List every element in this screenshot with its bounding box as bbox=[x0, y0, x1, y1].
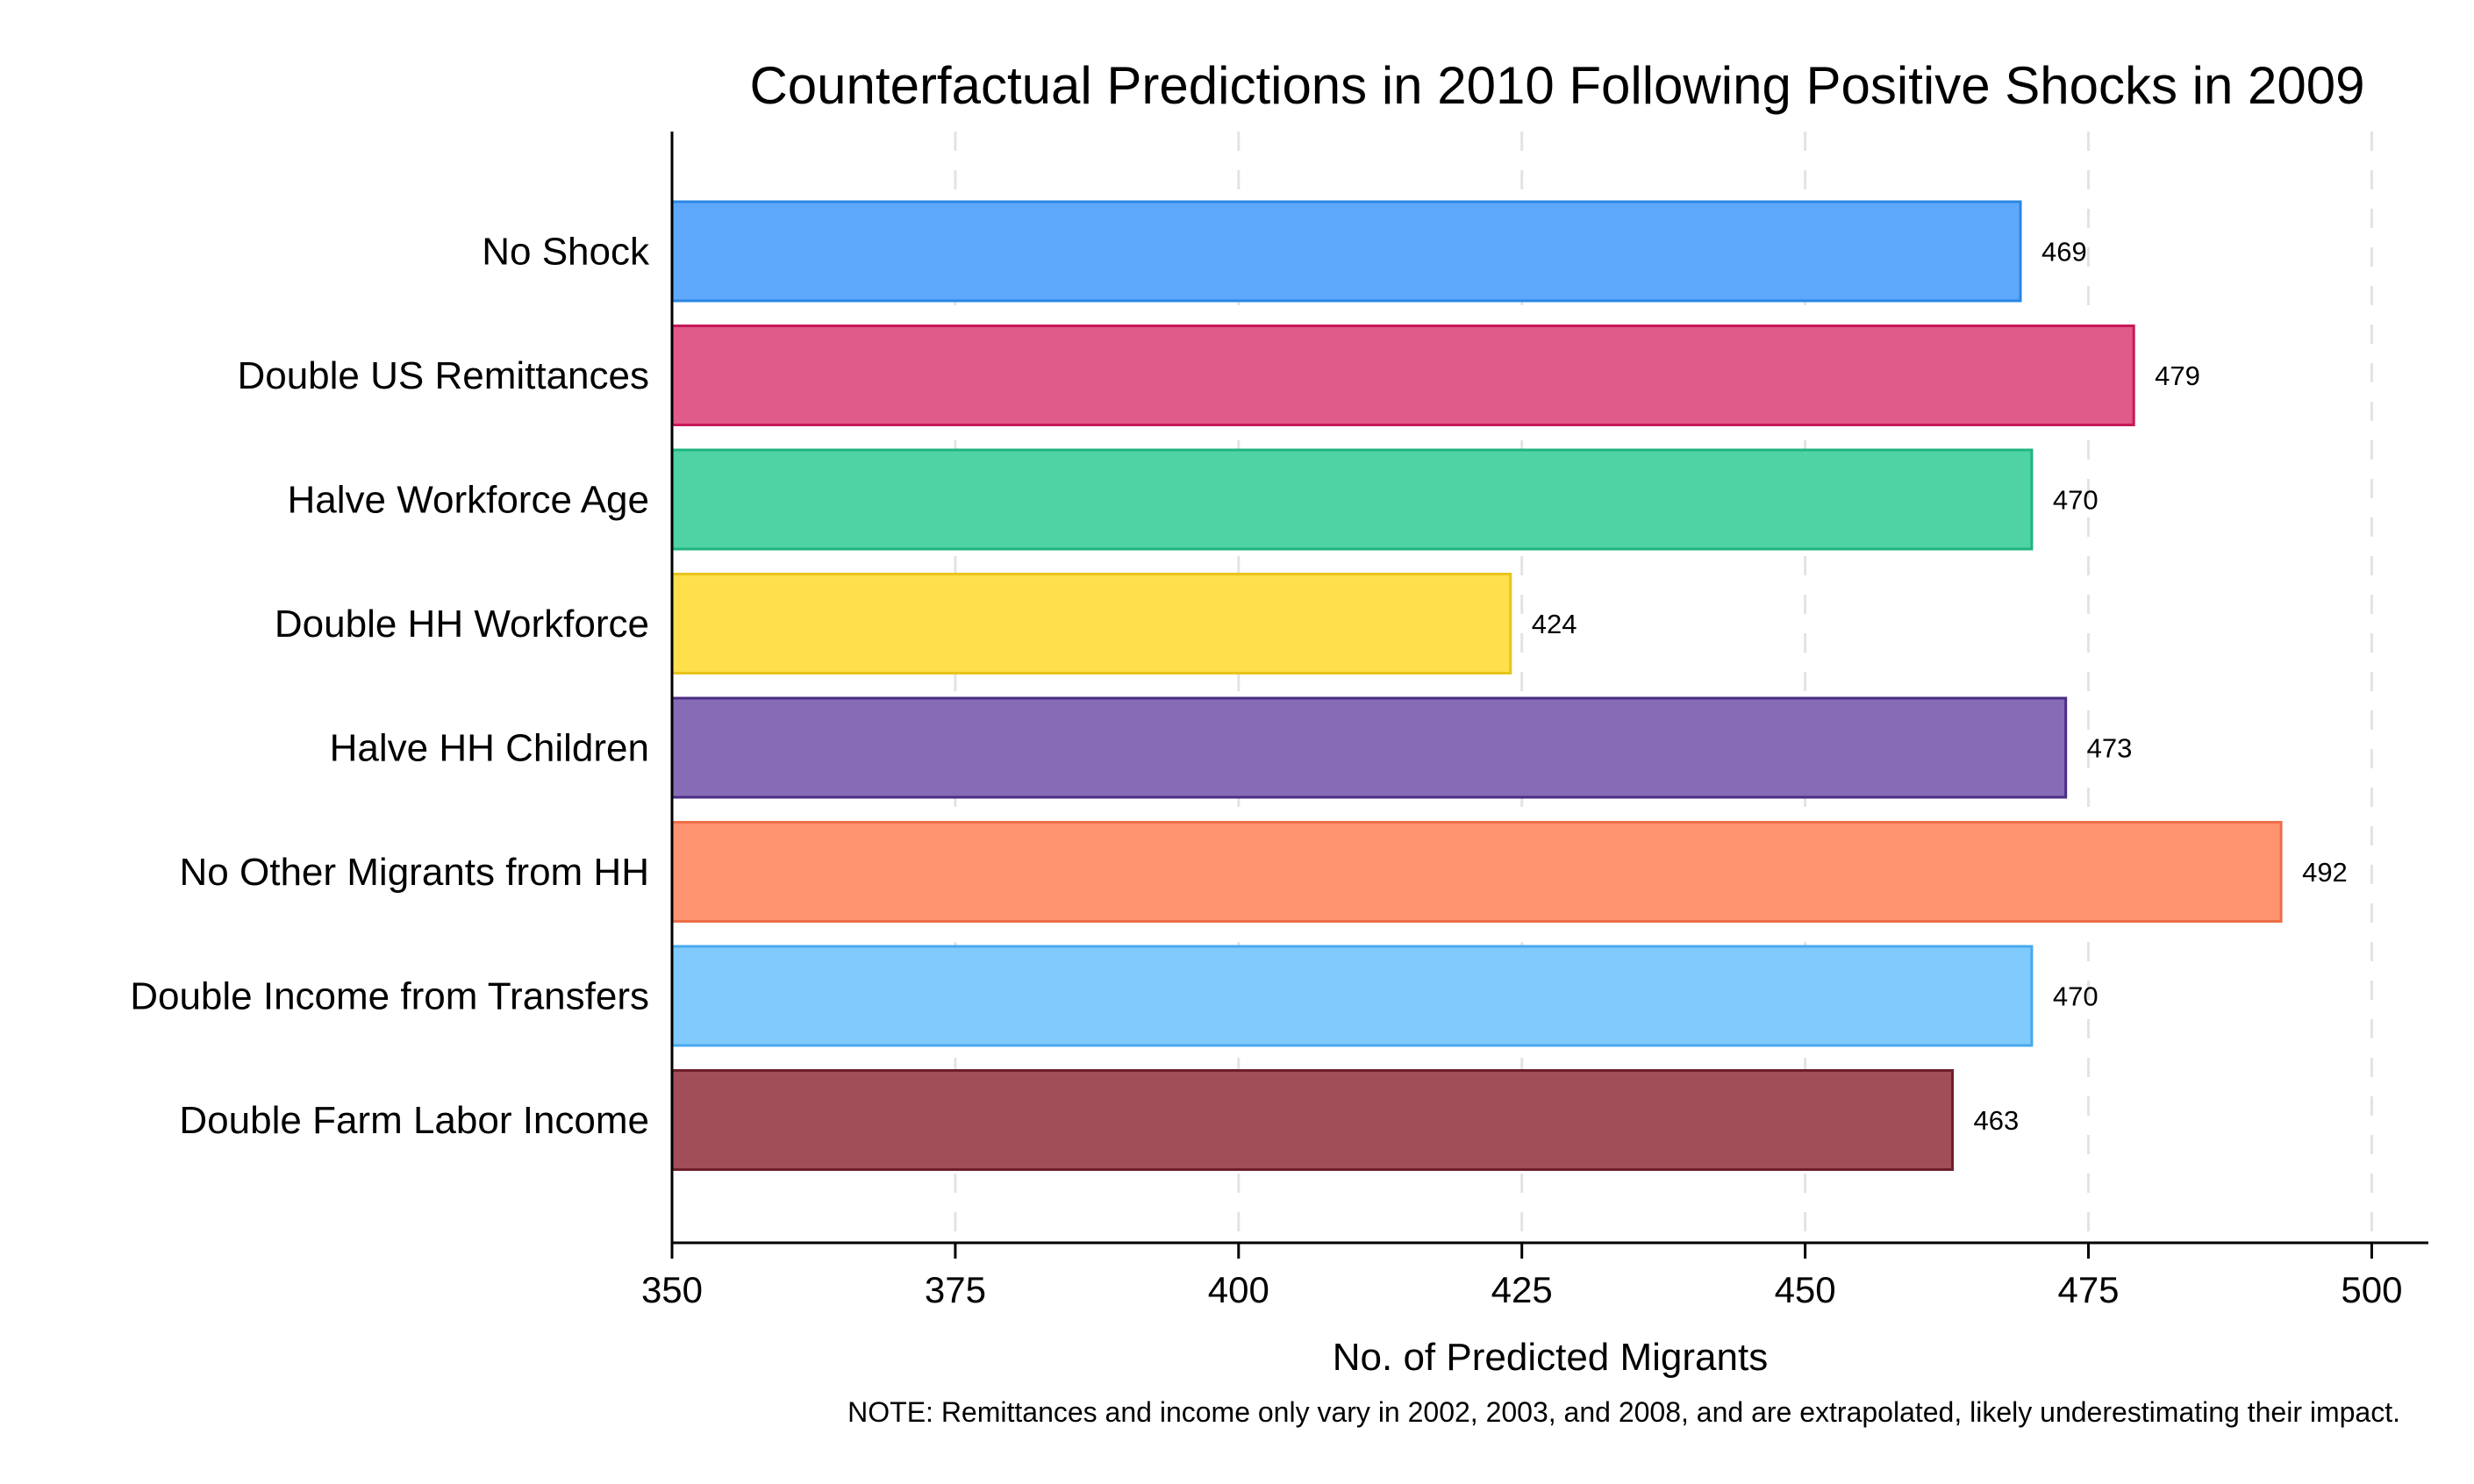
category-labels: No Shock Double US Remittances Halve Workf… bbox=[130, 231, 650, 1143]
x-tick-label: 350 bbox=[641, 1269, 703, 1310]
bar bbox=[670, 573, 1512, 674]
x-tick-label: 375 bbox=[925, 1269, 986, 1310]
category-label: No Shock bbox=[482, 231, 650, 274]
category-label: Halve Workforce Age bbox=[288, 479, 649, 522]
bar bbox=[670, 821, 2283, 923]
bar bbox=[670, 945, 2034, 1047]
data-label: 469 bbox=[2041, 237, 2087, 268]
data-label: 470 bbox=[2053, 485, 2099, 516]
data-label: 479 bbox=[2155, 360, 2200, 391]
category-label: Double Farm Labor Income bbox=[179, 1099, 649, 1142]
bar bbox=[670, 200, 2022, 303]
category-label: No Other Migrants from HH bbox=[180, 851, 649, 894]
x-tick-label: 500 bbox=[2341, 1269, 2402, 1310]
x-tick-label: 425 bbox=[1491, 1269, 1553, 1310]
bars bbox=[670, 200, 2283, 1171]
chart-note: NOTE: Remittances and income only vary i… bbox=[847, 1396, 2400, 1428]
category-label: Halve HH Children bbox=[330, 727, 649, 770]
bar bbox=[670, 1069, 1955, 1171]
data-label: 424 bbox=[1532, 609, 1577, 639]
x-tick-label: 400 bbox=[1208, 1269, 1269, 1310]
x-tick-label: 475 bbox=[2057, 1269, 2119, 1310]
category-label: Double HH Workforce bbox=[275, 603, 649, 646]
bar bbox=[670, 448, 2034, 551]
data-label: 473 bbox=[2087, 733, 2133, 764]
data-label: 492 bbox=[2302, 857, 2348, 888]
gridlines bbox=[954, 132, 2373, 1243]
category-label: Double Income from Transfers bbox=[130, 975, 649, 1018]
bar bbox=[670, 696, 2068, 799]
data-label: 470 bbox=[2053, 981, 2099, 1012]
axes bbox=[670, 132, 2428, 1245]
data-labels: 469 479 470 424 473 492 470 463 bbox=[1532, 237, 2348, 1137]
x-axis-label: No. of Predicted Migrants bbox=[1333, 1336, 1768, 1379]
chart-title: Counterfactual Predictions in 2010 Follo… bbox=[749, 56, 2364, 115]
data-label: 463 bbox=[1974, 1105, 2020, 1136]
bar bbox=[670, 325, 2135, 426]
x-tick-label: 450 bbox=[1775, 1269, 1836, 1310]
category-label: Double US Remittances bbox=[237, 354, 649, 397]
x-ticks: 350 375 400 425 450 475 500 bbox=[641, 1243, 2402, 1310]
